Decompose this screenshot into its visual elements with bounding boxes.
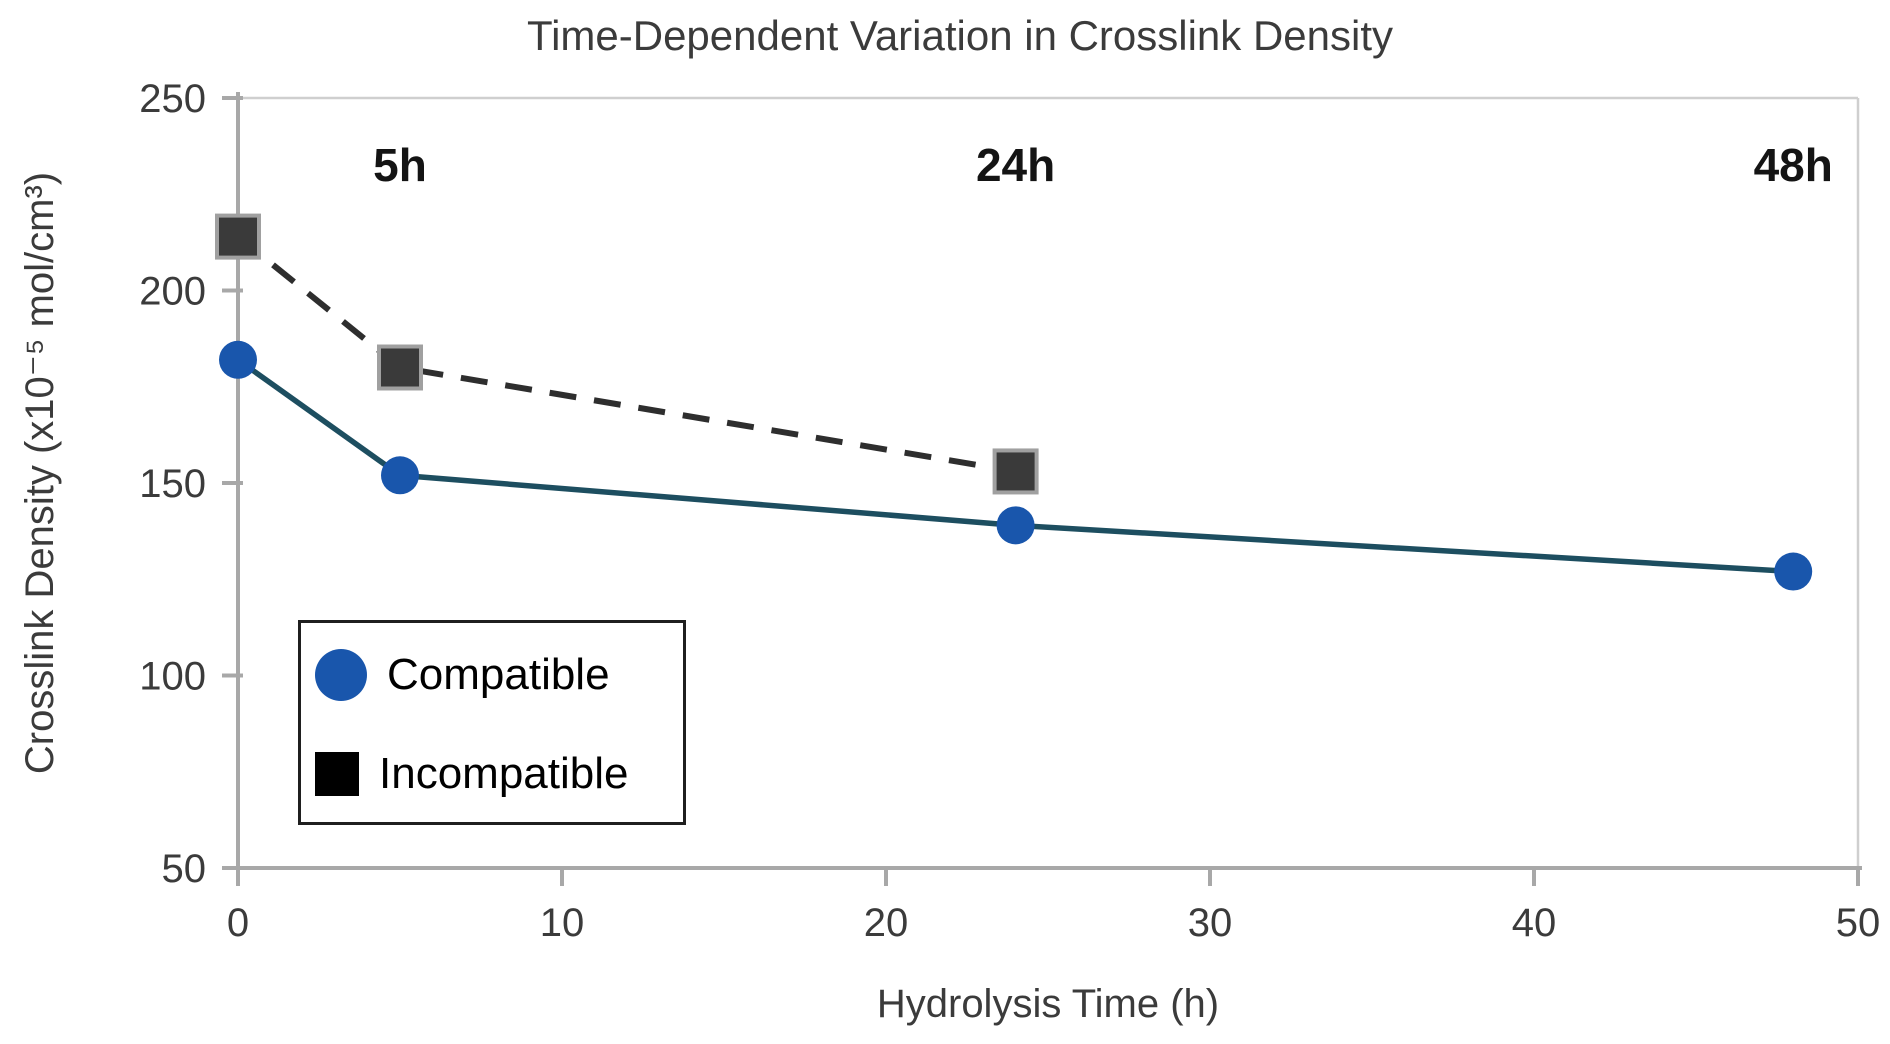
- data-point-incompatible: [992, 448, 1039, 495]
- legend-label-incompatible: Incompatible: [379, 749, 629, 799]
- compatible-circle-marker-icon: [315, 648, 367, 701]
- x-axis-label: Hydrolysis Time (h): [876, 982, 1220, 1026]
- annotation-24h: 24h: [976, 139, 1055, 191]
- chart-title: Time-Dependent Variation in Crosslink De…: [526, 12, 1394, 59]
- series-line-incompatible: [236, 234, 1017, 475]
- x-tick-label: 0: [227, 901, 249, 945]
- annotation-48h: 48h: [1754, 139, 1833, 191]
- data-point-compatible: [381, 456, 419, 495]
- incompatible-square-marker-icon: [315, 752, 359, 797]
- legend-item-compatible: Compatible: [315, 648, 683, 701]
- data-point-incompatible: [377, 344, 423, 391]
- x-tick-label: 20: [864, 901, 909, 945]
- y-tick-label: 150: [139, 462, 206, 506]
- legend: Compatible Incompatible: [298, 620, 686, 825]
- series-line-compatible: [236, 357, 1794, 575]
- annotation-5h: 5h: [373, 139, 427, 191]
- legend-item-incompatible: Incompatible: [315, 749, 683, 799]
- y-tick-label: 250: [139, 77, 206, 121]
- x-tick-label: 40: [1512, 901, 1557, 945]
- data-point-compatible: [219, 340, 257, 379]
- x-tick-label: 30: [1188, 901, 1233, 945]
- y-tick-label: 100: [139, 655, 206, 699]
- data-point-incompatible: [215, 213, 261, 260]
- legend-label-compatible: Compatible: [387, 649, 610, 699]
- data-point-compatible: [996, 506, 1035, 545]
- data-point-compatible: [1774, 552, 1813, 591]
- x-tick-label: 10: [540, 901, 585, 945]
- y-tick-label: 200: [139, 270, 206, 314]
- x-tick-label: 50: [1836, 901, 1881, 945]
- y-tick-label: 50: [162, 847, 207, 891]
